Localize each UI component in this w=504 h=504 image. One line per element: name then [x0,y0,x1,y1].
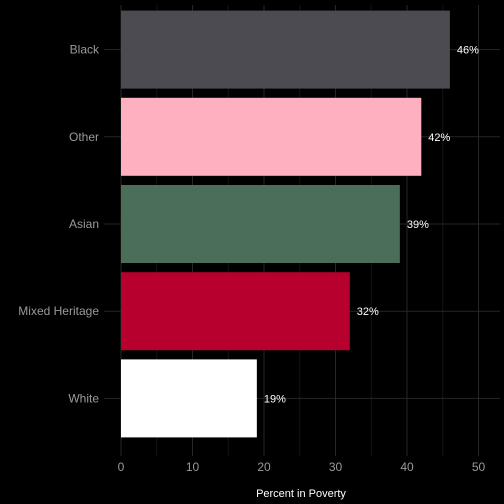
category-label: Mixed Heritage [18,304,99,318]
x-tick-label: 40 [400,460,414,474]
category-label: Black [70,43,100,57]
data-label: 32% [357,306,379,318]
bar-mixed-heritage [121,272,350,351]
data-label: 19% [264,393,286,405]
category-label: Other [69,130,99,144]
bars [121,10,450,438]
x-axis-tick-labels: 0 10 20 30 40 50 [118,460,486,474]
data-label: 46% [457,45,479,57]
bar-white [121,359,257,438]
category-label: Asian [69,217,99,231]
bar-other [121,97,422,176]
category-labels: Black Other Asian Mixed Heritage White [18,43,100,406]
x-tick-label: 20 [257,460,271,474]
bar-asian [121,185,400,263]
data-label: 39% [407,219,429,231]
category-label: White [68,391,99,405]
x-tick-label: 50 [472,460,486,474]
data-labels: 46% 42% 39% 32% 19% [264,45,479,406]
x-tick-label: 10 [186,460,200,474]
x-tick-label: 30 [329,460,343,474]
x-axis-title: Percent in Poverty [256,488,346,500]
bar-black [121,10,450,89]
x-tick-label: 0 [118,460,125,474]
data-label: 42% [428,132,450,144]
